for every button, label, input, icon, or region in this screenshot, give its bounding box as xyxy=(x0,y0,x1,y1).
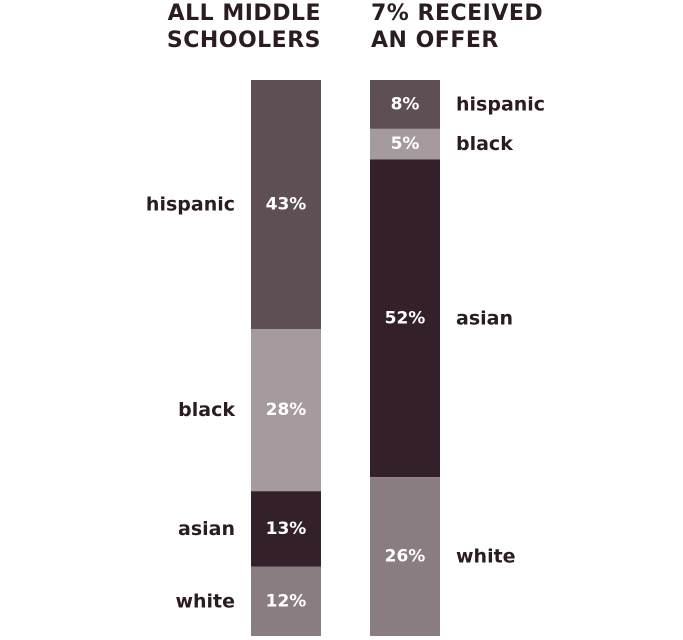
left-column-title: ALL MIDDLE SCHOOLERS xyxy=(167,0,321,54)
bar-1-value-label-hispanic: 43% xyxy=(266,195,307,215)
bar-1-category-label-white: white xyxy=(175,590,235,612)
bar-1-value-label-black: 28% xyxy=(266,400,307,420)
bar-1-segment-black xyxy=(251,329,321,492)
bar-2-value-label-white: 26% xyxy=(385,547,426,567)
bar-2-segment-white xyxy=(370,477,440,636)
bar-2-category-label-asian: asian xyxy=(456,307,513,329)
left-title-line-1: ALL MIDDLE xyxy=(167,1,321,26)
bar-2-category-label-hispanic: hispanic xyxy=(456,93,545,115)
bar-2-category-label-black: black xyxy=(456,133,513,155)
bar-2-value-label-hispanic: 8% xyxy=(391,94,420,114)
bar-1-value-label-asian: 13% xyxy=(266,519,307,539)
bar-1-category-label-hispanic: hispanic xyxy=(146,194,235,216)
bar-1-segment-white xyxy=(251,566,321,636)
bar-2-value-label-black: 5% xyxy=(391,134,420,154)
bar-1-value-label-white: 12% xyxy=(266,591,307,611)
bar-2-segment-hispanic xyxy=(370,80,440,129)
bar-1-segment-asian xyxy=(251,491,321,567)
bar-1-category-label-black: black xyxy=(178,399,235,421)
bar-2-category-label-white: white xyxy=(456,546,516,568)
right-title-line-1: 7% RECEIVED xyxy=(371,1,544,26)
right-column-title: 7% RECEIVED AN OFFER xyxy=(371,0,543,54)
bar-2-segment-black xyxy=(370,128,440,160)
left-title-line-2: SCHOOLERS xyxy=(166,28,321,53)
right-title-line-2: AN OFFER xyxy=(371,28,499,53)
bar-1-category-label-asian: asian xyxy=(178,518,235,540)
bar-2-value-label-asian: 52% xyxy=(385,308,426,328)
bar-2-segment-asian xyxy=(370,159,440,478)
bar-1-segment-hispanic xyxy=(251,80,321,330)
